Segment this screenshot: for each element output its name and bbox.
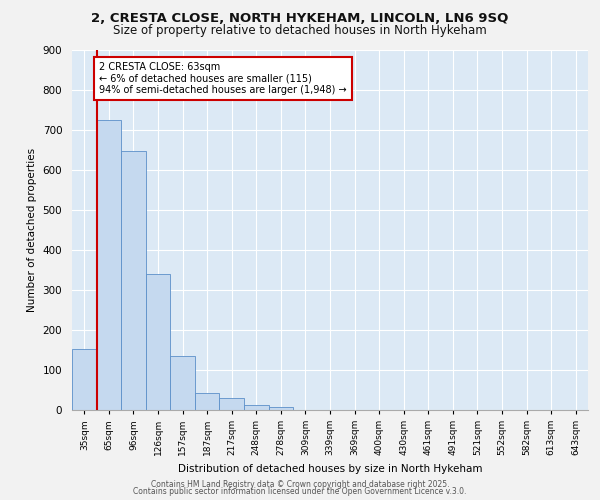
Y-axis label: Number of detached properties: Number of detached properties bbox=[27, 148, 37, 312]
Bar bbox=[72, 349, 97, 410]
Bar bbox=[195, 393, 220, 410]
Text: Contains public sector information licensed under the Open Government Licence v.: Contains public sector information licen… bbox=[133, 487, 467, 496]
Bar bbox=[220, 398, 244, 410]
Text: Contains HM Land Registry data © Crown copyright and database right 2025.: Contains HM Land Registry data © Crown c… bbox=[151, 480, 449, 489]
Text: Size of property relative to detached houses in North Hykeham: Size of property relative to detached ho… bbox=[113, 24, 487, 37]
Text: 2, CRESTA CLOSE, NORTH HYKEHAM, LINCOLN, LN6 9SQ: 2, CRESTA CLOSE, NORTH HYKEHAM, LINCOLN,… bbox=[91, 12, 509, 26]
X-axis label: Distribution of detached houses by size in North Hykeham: Distribution of detached houses by size … bbox=[178, 464, 482, 473]
Text: 2 CRESTA CLOSE: 63sqm
← 6% of detached houses are smaller (115)
94% of semi-deta: 2 CRESTA CLOSE: 63sqm ← 6% of detached h… bbox=[99, 62, 347, 95]
Bar bbox=[146, 274, 170, 410]
Bar bbox=[269, 407, 293, 410]
Bar bbox=[170, 356, 195, 410]
Bar bbox=[121, 151, 146, 410]
Bar bbox=[244, 405, 269, 410]
Bar bbox=[97, 120, 121, 410]
